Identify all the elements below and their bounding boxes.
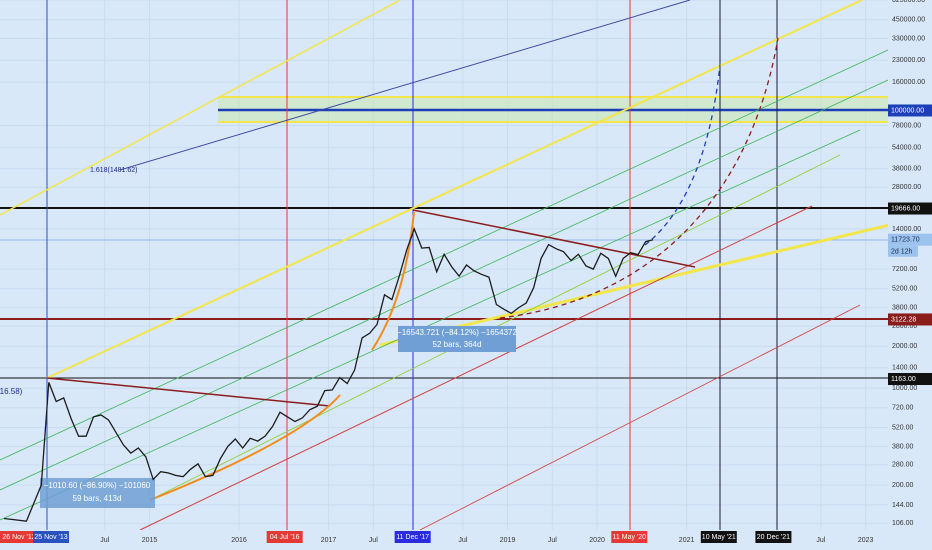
date-tag — [700, 531, 737, 543]
date-tag-label: 11 May '20 — [613, 534, 647, 541]
channel-line — [419, 304, 861, 531]
trend-line — [379, 213, 932, 347]
x-tick-label: 2023 — [858, 537, 874, 544]
y-tick-label: 28000.00 — [892, 184, 921, 191]
date-tag — [266, 531, 303, 543]
y-tick-label: 160000.00 — [892, 79, 925, 86]
date-tag — [0, 531, 38, 543]
measure-text: −1010.60 (−86.90%) −101060 — [44, 481, 151, 490]
measure-box — [398, 326, 516, 352]
y-tick-label: 3800.00 — [892, 304, 917, 311]
price-tag-label: 19666.00 — [891, 205, 920, 212]
trend-line — [119, 0, 691, 171]
x-tick-label: Jul — [369, 537, 378, 544]
triangle-line — [46, 377, 331, 407]
y-tick-label: 78000.00 — [892, 122, 921, 129]
x-tick-label: 2016 — [231, 537, 247, 544]
curve — [371, 211, 415, 351]
projection — [499, 37, 779, 319]
x-tick-label: Jul — [100, 537, 109, 544]
date-tag-label: 26 Nov '12 — [2, 534, 35, 541]
fib-label: 1.618(1481.62) — [90, 167, 137, 174]
price-tag-label: 11723.70 — [891, 237, 920, 244]
y-tick-label: 2800.00 — [892, 323, 917, 330]
measure-text: −16543.721 (−84.12%) −1654372 — [397, 328, 517, 337]
price-line — [3, 227, 654, 522]
y-tick-label: 625000.00 — [892, 0, 925, 4]
x-tick-label: 2015 — [142, 537, 158, 544]
fib-label: (16.58) — [0, 387, 23, 396]
date-tag — [33, 531, 70, 543]
time-axis — [0, 530, 932, 550]
channel-line — [139, 205, 813, 531]
y-tick-label: 720.00 — [892, 405, 914, 412]
x-tick-label: Jul — [548, 537, 557, 544]
series — [3, 227, 654, 522]
y-tick-label: 54000.00 — [892, 144, 921, 151]
y-tick-label: 38000.00 — [892, 166, 921, 173]
trend-line — [46, 0, 863, 379]
y-tick-label: 280.00 — [892, 462, 914, 469]
y-tick-label: 1400.00 — [892, 365, 917, 372]
y-tick-label: 5200.00 — [892, 286, 917, 293]
x-tick-label: 2020 — [589, 537, 605, 544]
price-tag — [888, 372, 932, 385]
price-axis — [888, 0, 932, 550]
x-tick-label: Jul — [816, 537, 825, 544]
date-tag-label: 10 May '21 — [702, 534, 736, 541]
date-tag — [755, 531, 792, 543]
date-tag — [394, 531, 431, 543]
y-tick-label: 2000.00 — [892, 343, 917, 350]
y-tick-label: 520.00 — [892, 424, 914, 431]
x-tick-label: Jul — [458, 537, 467, 544]
date-tag-label: 20 Dec '21 — [757, 534, 790, 541]
price-tag — [888, 104, 932, 117]
price-tag-label: 1163.00 — [891, 376, 916, 383]
measure-text: 59 bars, 413d — [73, 494, 122, 503]
y-tick-label: 230000.00 — [892, 57, 925, 64]
date-tag-label: 04 Jul '16 — [270, 534, 300, 541]
x-tick-label: 2021 — [679, 537, 695, 544]
price-tag — [888, 313, 932, 326]
y-tick-label: 380.00 — [892, 443, 914, 450]
y-tick-label: 330000.00 — [892, 35, 925, 42]
trend-line — [0, 0, 401, 216]
y-tick-label: 144.00 — [892, 502, 914, 509]
price-tag — [888, 233, 932, 246]
projection — [644, 64, 721, 246]
x-tick-label: 2017 — [321, 537, 337, 544]
date-tag — [611, 531, 648, 543]
y-tick-label: 1000.00 — [892, 385, 917, 392]
date-tag-label: 11 Dec '17 — [396, 534, 429, 541]
grid — [0, 0, 888, 530]
channel-line — [0, 79, 889, 491]
countdown-tag — [888, 245, 918, 257]
measure-text: 52 bars, 364d — [433, 340, 482, 349]
date-tag-label: 25 Nov '13 — [34, 534, 67, 541]
triangle-line — [412, 209, 696, 268]
price-tag-label: 100000.00 — [891, 107, 924, 114]
x-tick-label: 2019 — [500, 537, 516, 544]
y-tick-label: 106.00 — [892, 520, 914, 527]
y-tick-label: 7200.00 — [892, 266, 917, 273]
y-tick-label: 200.00 — [892, 482, 914, 489]
y-tick-label: 14000.00 — [892, 226, 921, 233]
drawings: 1.618(1481.62) (16.58) −16543.721 (−84.1… — [0, 0, 932, 531]
y-tick-label: 450000.00 — [892, 17, 925, 24]
price-tag — [888, 202, 932, 215]
measure-box — [40, 478, 155, 508]
price-tag-label: 3122.28 — [891, 316, 916, 323]
curve — [149, 394, 341, 501]
countdown-label: 2d 12h — [891, 249, 913, 256]
